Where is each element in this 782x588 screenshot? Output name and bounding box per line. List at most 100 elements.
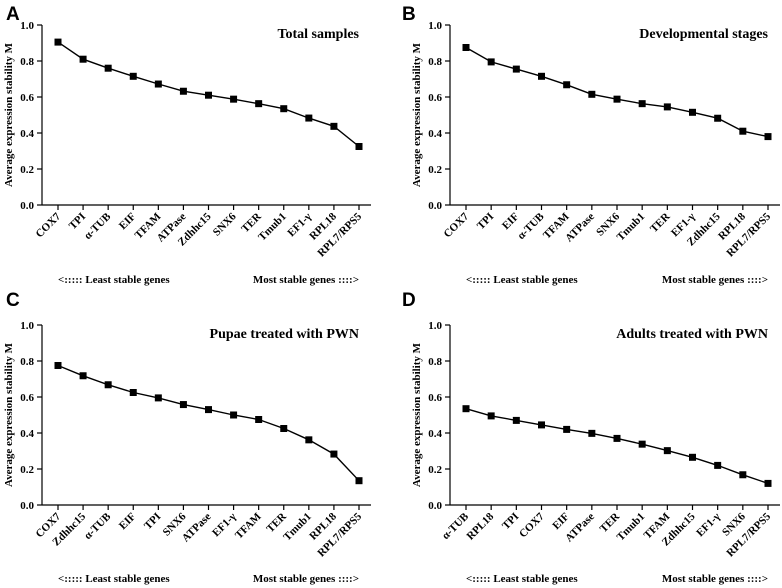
x-tick-label: TPI [500,511,521,532]
panel-a: A 0.0 0.2 0.4 0.6 0.8 1.0 Average expression st… [3,4,371,286]
most-stable-label: Most stable genes ::::> [662,274,768,286]
data-point [79,55,87,63]
y-tick-label: 0.4 [428,128,442,140]
data-point [663,447,671,455]
y-tick-label: 0.6 [428,392,442,404]
data-point [54,38,62,46]
data-point [154,80,162,88]
y-tick-label: 1.0 [428,320,442,332]
panel-c: C 0.0 0.2 0.4 0.6 0.8 1.0 Average expression st… [3,290,371,585]
x-tick-label: α-TUB [515,210,547,242]
y-tick-label: 0.0 [428,200,442,212]
data-point [764,479,772,487]
data-point [714,461,722,469]
most-stable-label: Most stable genes ::::> [253,274,359,286]
data-point [538,421,545,429]
x-tick-label: α-TUB [82,210,114,242]
data-point [280,425,288,432]
x-tick-label: TPI [475,211,496,232]
panel-letter: A [6,4,20,25]
series-line [465,46,769,138]
x-tick-label: Tmub1 [281,511,314,544]
x-tick-label: EIF [500,210,522,232]
y-tick-label: 0.2 [428,164,442,176]
data-point [638,440,646,448]
data-point [462,44,470,51]
data-point [764,133,772,141]
panel-letter: C [6,290,20,311]
least-stable-label: <::::: Least stable genes [58,573,170,585]
y-tick-label: 0.4 [20,428,34,440]
y-tick-label: 0.0 [428,500,442,512]
data-point [739,127,747,135]
panel-d: D 0.0 0.2 0.4 0.6 0.8 1.0 Average expression st… [402,290,780,585]
most-stable-label: Most stable genes ::::> [253,573,359,585]
y-tick-label: 0.2 [428,464,442,476]
data-point [129,72,137,80]
x-tick-label: EF1-γ [694,511,723,540]
y-tick-label: 0.2 [20,164,34,176]
y-tick-label: 0.8 [428,56,442,68]
data-point [487,58,495,66]
least-stable-label: <::::: Least stable genes [466,573,578,585]
y-tick-label: 0.4 [20,128,34,140]
chart-title: Total samples [277,27,359,42]
data-point [538,72,545,80]
data-point [512,416,520,424]
data-point [739,471,747,479]
data-point [104,381,112,389]
data-point [588,90,596,98]
x-tick-label: TPI [142,511,163,532]
chart-title: Adults treated with PWN [616,327,768,342]
y-axis-label: Average expression stability M [3,342,15,487]
data-point [689,108,696,116]
data-point [104,64,112,72]
x-tick-label: α-TUB [82,510,114,542]
y-tick-label: 0.8 [20,356,34,368]
series-line [57,364,360,482]
series-line [465,408,769,485]
x-tick-label: TFAM [233,510,264,541]
y-tick-label: 0.0 [20,200,34,212]
data-point [230,411,238,419]
data-point [330,450,338,458]
data-point [714,114,722,122]
y-axis-label: Average expression stability M [411,42,423,187]
x-tick-label: Tmub1 [615,211,648,244]
y-tick-label: 1.0 [20,320,34,332]
x-tick-label: RPL18 [464,510,496,542]
data-point [280,105,288,113]
y-tick-label: 0.8 [20,56,34,68]
panel-letter: D [402,290,416,311]
data-point [255,416,263,423]
data-point [305,436,313,444]
data-point [613,95,621,103]
data-point [588,429,596,437]
data-point [563,425,571,433]
x-tick-label: Tmub1 [615,511,648,544]
data-point [487,412,495,420]
y-axis-label: Average expression stability M [3,42,15,187]
x-tick-label: Tmub1 [256,211,289,244]
data-point [638,100,646,108]
data-point [205,91,212,99]
y-tick-label: 0.6 [428,92,442,104]
y-tick-label: 0.0 [20,500,34,512]
least-stable-label: <::::: Least stable genes [466,274,578,286]
data-point [305,114,313,122]
data-point [205,406,212,414]
data-point [563,81,571,89]
x-tick-label: COX7 [33,210,63,240]
most-stable-label: Most stable genes ::::> [662,573,768,585]
chart-title: Developmental stages [639,27,768,42]
x-tick-label: COX7 [517,510,547,540]
y-tick-label: 1.0 [20,20,34,32]
data-point [129,389,137,396]
y-tick-label: 1.0 [428,20,442,32]
data-point [330,122,338,130]
chart-title: Pupae treated with PWN [210,327,359,342]
x-tick-label: EIF [550,510,572,532]
data-point [613,434,621,442]
data-point [230,95,238,103]
